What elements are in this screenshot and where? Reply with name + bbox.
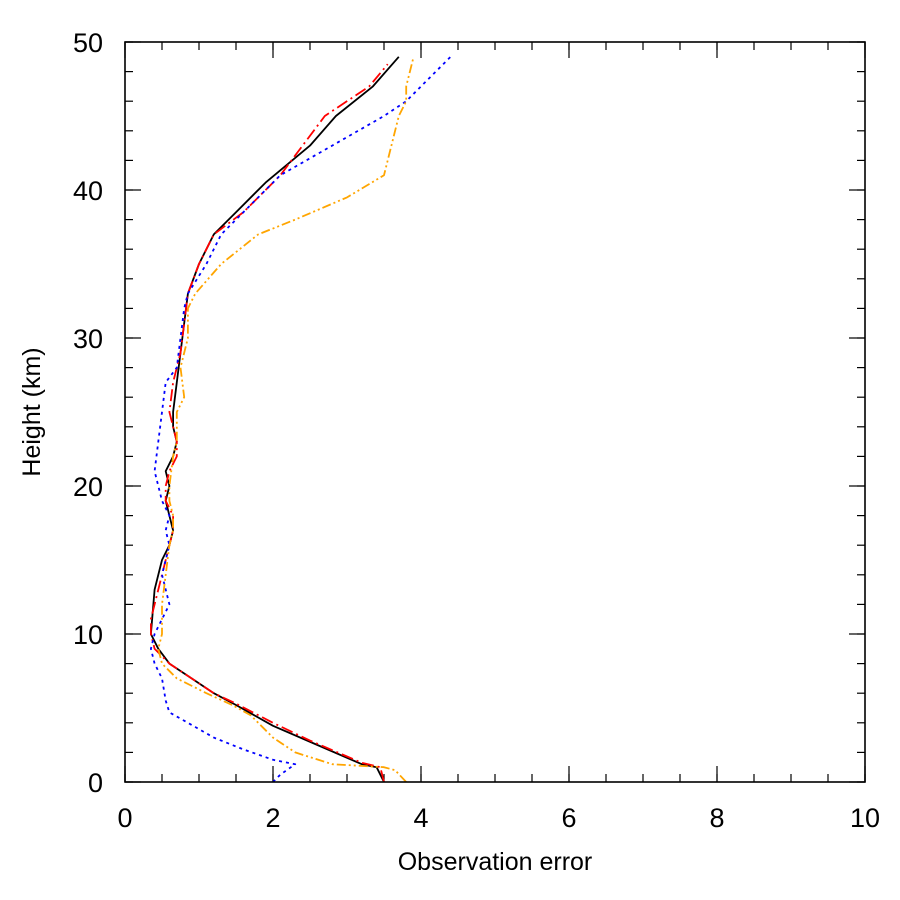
y-tick-label: 40 bbox=[73, 176, 103, 206]
x-tick-label: 8 bbox=[709, 803, 724, 833]
y-tick-labels: 0 10 20 30 40 50 bbox=[73, 28, 103, 798]
x-tick-label: 2 bbox=[265, 803, 280, 833]
series-line-2 bbox=[150, 63, 389, 783]
x-tick-label: 4 bbox=[413, 803, 428, 833]
series-line-3 bbox=[150, 56, 452, 783]
y-tick-label: 30 bbox=[73, 324, 103, 354]
y-tick-label: 20 bbox=[73, 472, 103, 502]
x-axis-label: Observation error bbox=[398, 848, 593, 876]
y-tick-label: 0 bbox=[88, 768, 103, 798]
series-layer bbox=[150, 56, 452, 783]
x-tick-label: 0 bbox=[117, 803, 132, 833]
x-tick-label: 10 bbox=[850, 803, 880, 833]
series-line-4 bbox=[157, 56, 415, 783]
y-tick-label: 10 bbox=[73, 620, 103, 650]
x-tick-label: 6 bbox=[561, 803, 576, 833]
y-tick-label: 50 bbox=[73, 28, 103, 58]
y-axis-label: Height (km) bbox=[18, 347, 46, 476]
series-line-1 bbox=[150, 56, 400, 783]
major-ticks bbox=[124, 41, 866, 783]
x-tick-labels: 0 2 4 6 8 10 bbox=[117, 803, 880, 833]
minor-ticks bbox=[124, 41, 866, 783]
plot-frame bbox=[124, 41, 866, 783]
